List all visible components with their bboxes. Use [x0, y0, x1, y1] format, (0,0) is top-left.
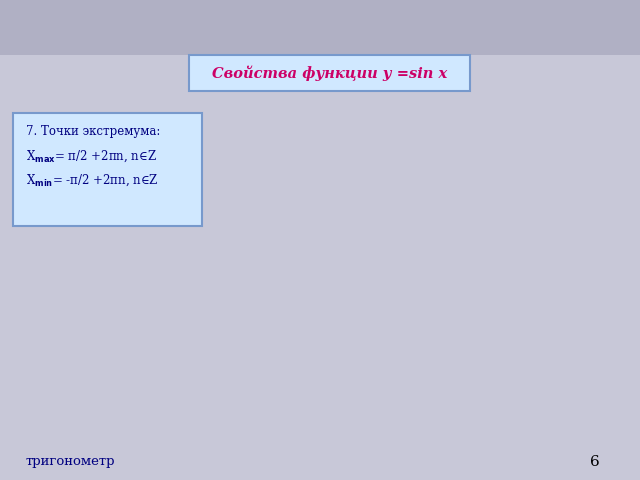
Text: max: max [503, 278, 521, 288]
Text: X$_\mathbf{min}$= -π/2 +2πn, n∈Z: X$_\mathbf{min}$= -π/2 +2πn, n∈Z [26, 172, 158, 188]
FancyBboxPatch shape [0, 0, 640, 55]
Text: y=sin x: y=sin x [598, 233, 632, 242]
Text: min: min [425, 252, 441, 261]
Text: 3: 3 [447, 149, 452, 158]
Text: X: X [565, 248, 573, 258]
Text: -3: -3 [445, 366, 452, 375]
Text: 1.5π: 1.5π [564, 269, 579, 276]
Text: max: max [349, 278, 367, 288]
Text: 7. Точки экстремума:: 7. Точки экстремума: [26, 125, 160, 139]
Text: X$_\mathbf{max}$= π/2 +2πn, n∈Z: X$_\mathbf{max}$= π/2 +2πn, n∈Z [26, 148, 156, 164]
Text: 0.5π: 0.5π [487, 269, 502, 276]
Text: min: min [579, 252, 595, 261]
Text: 6: 6 [590, 455, 600, 469]
Text: -4: -4 [445, 402, 452, 411]
Text: 4: 4 [447, 113, 452, 122]
Text: тригонометр: тригонометр [26, 455, 115, 468]
Text: -0.5π: -0.5π [409, 269, 426, 276]
Text: -2: -2 [445, 330, 452, 339]
Text: X: X [412, 248, 419, 258]
FancyBboxPatch shape [13, 113, 202, 226]
Text: 2π: 2π [605, 269, 614, 276]
Text: Свойства функции у =sin x: Свойства функции у =sin x [212, 65, 447, 81]
Text: -1: -1 [445, 294, 452, 303]
Text: -π: -π [376, 269, 383, 276]
FancyBboxPatch shape [189, 55, 470, 91]
Text: π: π [531, 269, 535, 276]
Text: 1: 1 [447, 222, 452, 230]
Text: X: X [488, 269, 496, 279]
Text: 2: 2 [447, 185, 452, 194]
Text: X: X [335, 269, 342, 279]
Text: -2π: -2π [297, 269, 308, 276]
